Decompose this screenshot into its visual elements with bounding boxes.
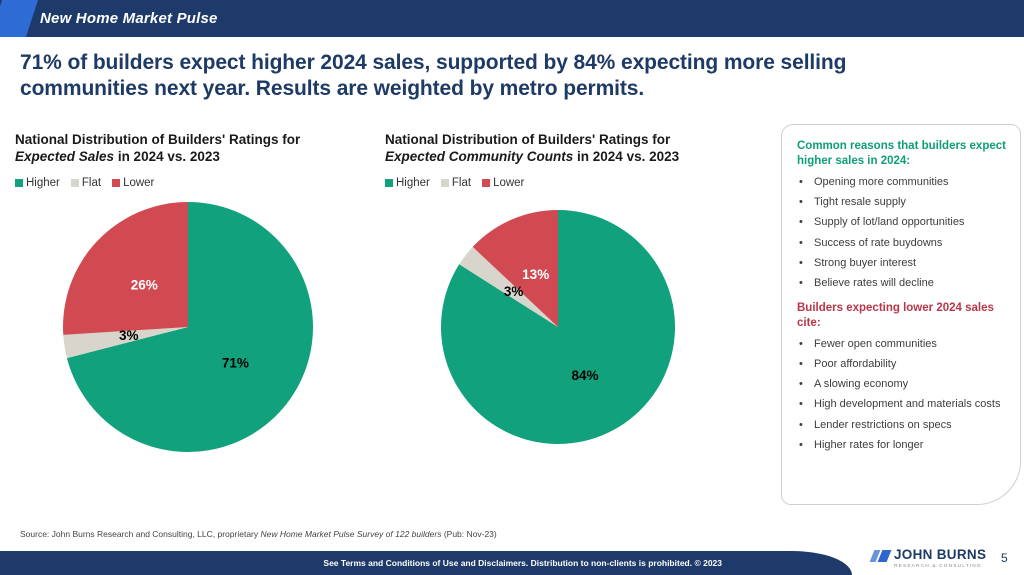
pie-chart-expected-sales: 71% 3% 26%	[63, 202, 313, 452]
pie-slice-lower	[472, 210, 558, 327]
legend-item-flat: Flat	[440, 177, 471, 189]
sidebar-box: Common reasons that builders expect high…	[781, 124, 1021, 505]
slide-header-title: New Home Market Pulse	[40, 10, 218, 27]
legend-item-lower: Lower	[112, 177, 154, 189]
legend-community-counts: Higher Flat Lower	[385, 177, 524, 189]
pie-slice-flat	[63, 327, 188, 359]
bullet-item: • Lender restrictions on specs	[799, 418, 952, 431]
source-note: Source: John Burns Research and Consulti…	[20, 529, 497, 539]
bullet-item: • Success of rate buydowns	[799, 236, 943, 249]
bullet-item: • Strong buyer interest	[799, 257, 917, 270]
chart-title-suffix: in 2024 vs. 2023	[114, 148, 220, 164]
legend-expected-sales: Higher Flat Lower	[15, 177, 154, 189]
higher-swatch-icon	[15, 179, 23, 187]
sidebar-green-list: • Opening more communities • Tight resale s…	[797, 175, 1010, 291]
logo-stripes-icon	[869, 550, 892, 562]
terms-text: See Terms and Conditions of Use and Disc…	[323, 558, 722, 568]
bullet-item: • Tight resale supply	[799, 196, 906, 209]
legend-item-higher: Higher	[15, 177, 60, 189]
chart-title-expected-sales: National Distribution of Builders' Ratin…	[15, 132, 375, 166]
bullet-item: • A slowing economy	[799, 378, 909, 391]
legend-item-flat: Flat	[70, 177, 101, 189]
bullet-item: • Higher rates for longer	[799, 439, 924, 452]
sidebar-red-heading: Builders expecting lower 2024 sales cite…	[797, 301, 994, 329]
bullet-item: • Supply of lot/land opportunities	[799, 216, 965, 229]
bullet-item: • High development and materials costs	[799, 398, 1001, 411]
pie-slice-higher	[441, 210, 675, 444]
page-number: 5	[1001, 551, 1008, 565]
legend-item-lower: Lower	[482, 177, 524, 189]
chart-title-community-counts: National Distribution of Builders' Ratin…	[385, 132, 755, 166]
pie-slice-higher	[66, 202, 313, 452]
bullet-item: • Believe rates will decline	[799, 277, 934, 290]
bullet-item: • Fewer open communities	[799, 337, 937, 350]
legend-item-higher: Higher	[385, 177, 430, 189]
higher-swatch-icon	[385, 179, 393, 187]
chart-title-italic: Expected Community Counts	[385, 148, 574, 164]
terms-bar: See Terms and Conditions of Use and Disc…	[0, 551, 852, 575]
sidebar-green-heading: Common reasons that builders expect high…	[797, 140, 1006, 167]
chart-title-suffix: in 2024 vs. 2023	[573, 148, 680, 164]
lower-swatch-icon	[112, 179, 121, 187]
pie-label-flat: 3%	[504, 284, 524, 299]
bullet-item: • Opening more communities	[799, 175, 949, 188]
pie-label-lower: 13%	[522, 267, 549, 282]
pie-chart-community-counts: 84% 3% 13%	[441, 210, 675, 444]
flat-swatch-icon	[70, 179, 79, 187]
accent-parallelogram	[0, 0, 39, 37]
pie-label-flat: 3%	[119, 328, 139, 343]
header-bar: New Home Market Pulse	[0, 0, 1024, 37]
chart-title-line1: National Distribution of Builders' Ratin…	[385, 132, 671, 147]
pie-label-higher: 84%	[572, 368, 599, 383]
headline: 71% of builders expect higher 2024 sales…	[20, 51, 847, 100]
john-burns-logo: JOHN BURNS RESEARCH & CONSULTING	[869, 547, 987, 569]
logo-name: JOHN BURNS	[894, 547, 987, 562]
lower-swatch-icon	[482, 179, 491, 187]
flat-swatch-icon	[440, 179, 449, 187]
bullet-item: • Poor affordability	[799, 357, 897, 370]
chart-title-line1: National Distribution of Builders' Ratin…	[15, 132, 301, 147]
pie-label-lower: 26%	[131, 277, 158, 292]
pie-label-higher: 71%	[222, 355, 249, 370]
sidebar-red-list: • Fewer open communities • Poor affordabili…	[797, 337, 1010, 453]
chart-title-italic: Expected Sales	[15, 148, 115, 164]
pie-slice-flat	[459, 246, 558, 327]
pie-slice-lower	[63, 202, 189, 335]
logo-subtitle: RESEARCH & CONSULTING	[894, 563, 982, 569]
